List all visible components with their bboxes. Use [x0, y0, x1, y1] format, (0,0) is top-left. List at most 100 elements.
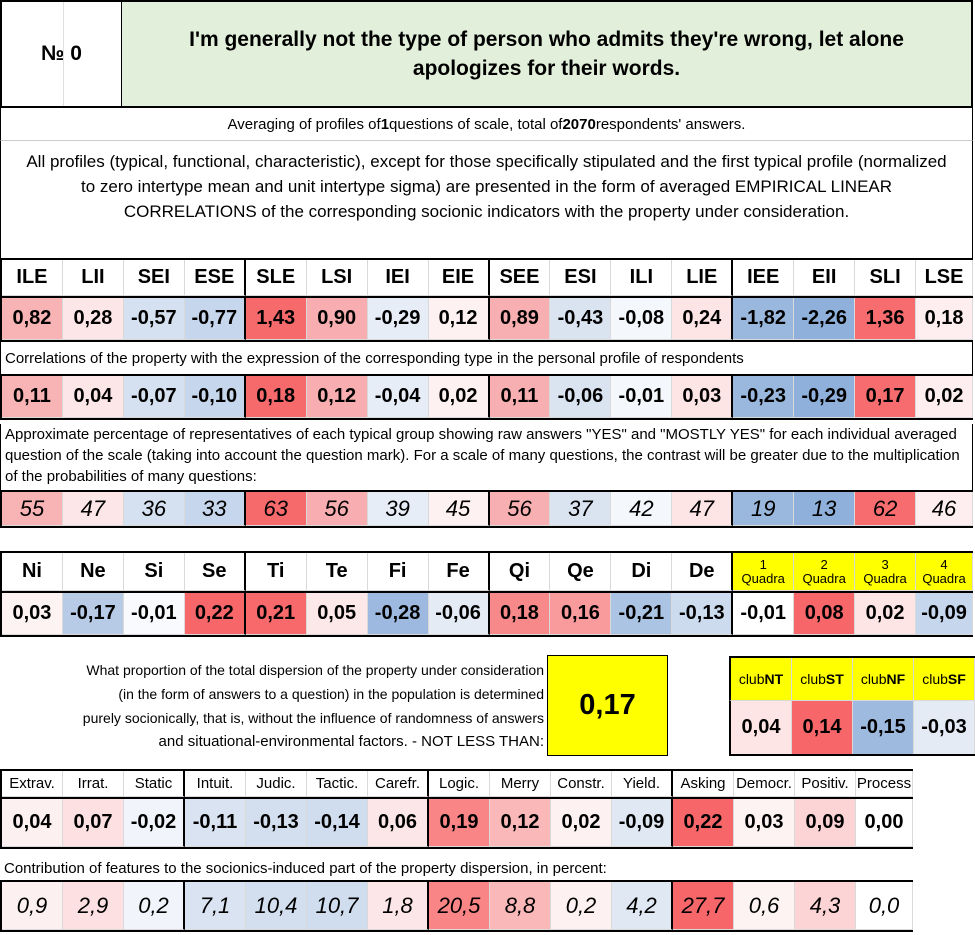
type-profile-cell-8: 0,89	[489, 298, 551, 340]
type-label-sle: SLE	[245, 260, 307, 296]
type-profile-cell-12: -1,82	[733, 298, 795, 340]
club-suffix: NF	[886, 671, 906, 687]
function-label-si: Si	[123, 553, 185, 591]
type-percentage-cell-13: 13	[794, 492, 856, 526]
function-value-ni: 0,03	[2, 593, 63, 635]
trait-contribution-constr: 0,2	[551, 882, 612, 930]
type-correlation-cell-15: 0,02	[916, 376, 973, 418]
quadra-label-3: 3 Quadra	[855, 553, 917, 591]
quadra-number: 3	[881, 556, 889, 572]
question-number-label: № 0	[41, 42, 82, 65]
type-percentage-cell-10: 42	[611, 492, 673, 526]
trait-contribution-merry: 8,8	[490, 882, 551, 930]
dispersion-text: What proportion of the total dispersion …	[60, 656, 548, 756]
type-label-esi: ESI	[550, 260, 612, 296]
traits-value-row: 0,04 0,07 -0,02 -0,11 -0,13 -0,14 0,06 0,19 0,12…	[0, 799, 913, 849]
function-label-se: Se	[184, 553, 246, 591]
trait-value-logic: 0,19	[429, 799, 490, 847]
trait-contribution-carefr: 1,8	[368, 882, 429, 930]
type-correlation-cell-3: -0,10	[184, 376, 246, 418]
trait-contribution-yield: 4,2	[612, 882, 673, 930]
quadra-number: 4	[940, 556, 948, 572]
quadra-number: 2	[820, 556, 828, 572]
contribution-caption: Contribution of features to the socionic…	[4, 860, 607, 877]
club-suffix: NT	[764, 671, 784, 687]
club-value-sf: -0,03	[914, 701, 975, 754]
type-correlation-cell-8: 0,11	[489, 376, 551, 418]
types-correlation-row: 0,11 0,04 -0,07 -0,10 0,18 0,12 -0,04 0,02 0,11-…	[0, 374, 973, 420]
traits-header-row: Extrav. Irrat. Static Intuit. Judic. Tactic. C…	[0, 769, 913, 799]
trait-contribution-tactic: 10,7	[307, 882, 368, 930]
type-profile-cell-11: 0,24	[672, 298, 734, 340]
quadra-word: Quadra	[741, 570, 785, 586]
trait-contribution-intuit: 7,1	[185, 882, 246, 930]
dispersion-line-2: (in the form of answers to a question) i…	[118, 686, 544, 702]
type-label-lsi: LSI	[306, 260, 368, 296]
type-label-lie: LIE	[672, 260, 734, 296]
trait-label-carefr: Carefr.	[368, 771, 429, 797]
averaging-prefix: Averaging of profiles of	[227, 115, 381, 133]
trait-contribution-static: 0,2	[124, 882, 185, 930]
trait-value-asking: 0,22	[673, 799, 734, 847]
type-label-eie: EIE	[428, 260, 490, 296]
trait-label-static: Static	[124, 771, 185, 797]
percentage-caption: Approximate percentage of representative…	[0, 424, 973, 490]
function-value-te: 0,05	[306, 593, 368, 635]
function-label-fe: Fe	[428, 553, 490, 591]
types-profile-row: 0,82 0,28 -0,57 -0,77 1,43 0,90 -0,29 0,12 0,89-…	[0, 298, 973, 342]
club-label-sf: club SF	[914, 658, 975, 700]
type-label-lii: LII	[62, 260, 124, 296]
type-label-ese: ESE	[184, 260, 246, 296]
function-value-fi: -0,28	[367, 593, 429, 635]
function-label-ti: Ti	[245, 553, 307, 591]
trait-contribution-democr: 0,6	[734, 882, 795, 930]
type-percentage-cell-2: 36	[123, 492, 185, 526]
type-correlation-cell-13: -0,29	[794, 376, 856, 418]
type-correlation-cell-12: -0,23	[733, 376, 795, 418]
type-profile-cell-1: 0,28	[62, 298, 124, 340]
function-value-si: -0,01	[123, 593, 185, 635]
trait-label-merry: Merry	[490, 771, 551, 797]
question-text: I'm generally not the type of person who…	[189, 28, 904, 80]
trait-contribution-extrav: 0,9	[2, 882, 63, 930]
type-percentage-cell-8: 56	[489, 492, 551, 526]
type-correlation-cell-11: 0,03	[672, 376, 734, 418]
quadra-value-4: -0,09	[916, 593, 973, 635]
type-percentage-cell-14: 62	[855, 492, 917, 526]
type-correlation-cell-0: 0,11	[2, 376, 63, 418]
question-number: № 0	[0, 0, 122, 108]
club-label-nt: club NT	[731, 658, 792, 700]
quadra-label-4: 4 Quadra	[916, 553, 973, 591]
number-divider	[63, 2, 64, 106]
type-percentage-cell-7: 45	[428, 492, 490, 526]
quadra-word: Quadra	[802, 570, 846, 586]
quadra-value-1: -0,01	[733, 593, 795, 635]
type-profile-cell-10: -0,08	[611, 298, 673, 340]
trait-label-positiv: Positiv.	[795, 771, 856, 797]
type-profile-cell-0: 0,82	[2, 298, 63, 340]
trait-label-constr: Constr.	[551, 771, 612, 797]
function-label-ni: Ni	[2, 553, 63, 591]
averaging-suffix: respondents' answers.	[595, 115, 746, 133]
trait-contribution-process: 0,0	[856, 882, 913, 930]
function-label-fi: Fi	[367, 553, 429, 591]
trait-value-extrav: 0,04	[2, 799, 63, 847]
function-value-se: 0,22	[184, 593, 246, 635]
trait-value-positiv: 0,09	[795, 799, 856, 847]
quadra-number: 1	[759, 556, 767, 572]
function-label-te: Te	[306, 553, 368, 591]
functions-value-row: 0,03 -0,17 -0,01 0,22 0,21 0,05 -0,28 -0,06 0,18…	[0, 593, 973, 637]
type-label-ile: ILE	[2, 260, 63, 296]
function-value-di: -0,21	[611, 593, 673, 635]
type-percentage-cell-1: 47	[62, 492, 124, 526]
club-prefix: club	[860, 671, 887, 687]
type-percentage-cell-9: 37	[550, 492, 612, 526]
trait-contribution-logic: 20,5	[429, 882, 490, 930]
club-value-nt: 0,04	[731, 701, 792, 754]
type-correlation-cell-5: 0,12	[306, 376, 368, 418]
trait-contribution-irrat: 2,9	[63, 882, 124, 930]
averaging-note: Averaging of profiles of 1 questions of …	[0, 108, 973, 140]
type-correlation-cell-14: 0,17	[855, 376, 917, 418]
type-label-ili: ILI	[611, 260, 673, 296]
function-label-di: Di	[611, 553, 673, 591]
